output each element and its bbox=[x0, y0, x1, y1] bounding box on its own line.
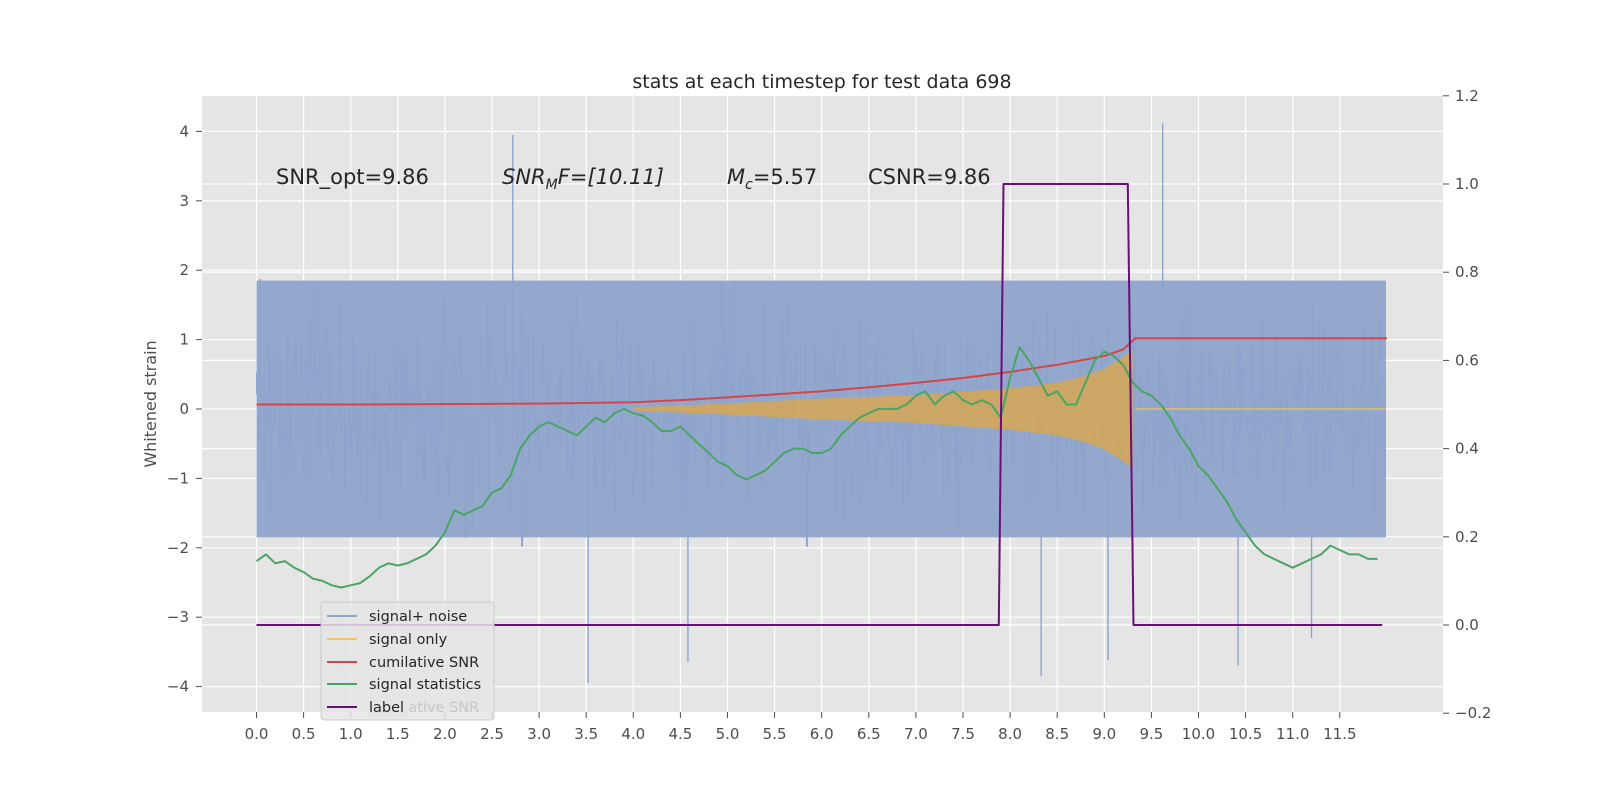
x-tick-label: 11.5 bbox=[1323, 725, 1356, 743]
label-line bbox=[256, 183, 1383, 626]
y2-tick-label: 1.2 bbox=[1455, 87, 1479, 105]
x-tick-label: 1.5 bbox=[386, 725, 410, 743]
x-tick-label: 3.5 bbox=[574, 725, 598, 743]
x-tick-label: 7.5 bbox=[951, 725, 975, 743]
x-tick-label: 6.5 bbox=[857, 725, 881, 743]
x-tick-label: 4.5 bbox=[668, 725, 692, 743]
legend: signal+ noise signal only cumilative SNR… bbox=[320, 601, 495, 721]
signal-statistics-line bbox=[255, 346, 1378, 589]
x-tick-label: 0.0 bbox=[245, 725, 269, 743]
y-tick-label: 1 bbox=[179, 331, 189, 349]
y-tick-label: 0 bbox=[179, 400, 189, 418]
x-tick-label: 4.0 bbox=[621, 725, 645, 743]
y-tick-label: 4 bbox=[179, 122, 189, 140]
annotation-csnr: CSNR=9.86 bbox=[868, 165, 991, 189]
legend-label-cumulative-snr: cumilative SNR bbox=[369, 655, 479, 671]
annotation-mc-subscript: c bbox=[745, 177, 753, 193]
legend-label-label: label bbox=[369, 700, 404, 716]
cumulative-snr-line bbox=[256, 337, 1387, 406]
y2-tick-label: 1.0 bbox=[1455, 175, 1479, 193]
y-tick-label: −2 bbox=[167, 539, 189, 557]
legend-box bbox=[320, 601, 495, 721]
y2-tick-label: 0.4 bbox=[1455, 440, 1479, 458]
x-tick-label: 11.0 bbox=[1276, 725, 1309, 743]
y2-tick-label: 0.6 bbox=[1455, 351, 1479, 369]
x-tick-label: 7.0 bbox=[904, 725, 928, 743]
x-tick-label: 10.5 bbox=[1229, 725, 1262, 743]
y-axis-ticks: 4 3 2 1 0 −1 −2 −3 −4 bbox=[167, 122, 202, 696]
x-tick-label: 9.0 bbox=[1092, 725, 1116, 743]
x-tick-label: 2.0 bbox=[433, 725, 457, 743]
x-tick-label: 2.5 bbox=[480, 725, 504, 743]
x-tick-label: 8.5 bbox=[1045, 725, 1069, 743]
y-tick-label: 2 bbox=[179, 261, 189, 279]
x-tick-label: 10.0 bbox=[1182, 725, 1215, 743]
y-tick-label: −1 bbox=[167, 469, 189, 487]
chart-title: stats at each timestep for test data 698 bbox=[632, 71, 1011, 93]
y2-tick-label: 0.2 bbox=[1455, 528, 1479, 546]
x-tick-label: 9.5 bbox=[1139, 725, 1163, 743]
legend-label-backdrop bbox=[368, 697, 408, 717]
y-tick-label: −3 bbox=[167, 608, 189, 626]
y-tick-label: 3 bbox=[179, 192, 189, 210]
annotation-snr-opt: SNR_opt=9.86 bbox=[276, 165, 429, 190]
y2-axis-ticks: 1.2 1.0 0.8 0.6 0.4 0.2 0.0 −0.2 bbox=[1443, 87, 1491, 722]
legend-label-signal-statistics: signal statistics bbox=[369, 677, 481, 693]
annotation-chirp-mass: Mc=5.57 bbox=[727, 165, 817, 193]
x-tick-label: 5.0 bbox=[716, 725, 740, 743]
y2-tick-label: 0.8 bbox=[1455, 263, 1479, 281]
y-tick-label: −4 bbox=[167, 678, 189, 696]
line-series bbox=[255, 183, 1387, 626]
annotation-snr-mf: SNRMF=[10.11] bbox=[502, 165, 664, 193]
x-tick-label: 0.5 bbox=[292, 725, 316, 743]
x-axis-ticks: 0.0 0.5 1.0 1.5 2.0 2.5 3.0 3.5 4.0 4.5 5.0 5.5 6.0 6… bbox=[245, 712, 1357, 743]
legend-label-signal-only: signal only bbox=[369, 632, 448, 648]
x-tick-label: 3.0 bbox=[527, 725, 551, 743]
annotation-snr-mf-subscript: M bbox=[546, 177, 558, 193]
x-tick-label: 1.0 bbox=[339, 725, 363, 743]
x-tick-label: 6.0 bbox=[810, 725, 834, 743]
y-axis-label: Whitened strain bbox=[141, 340, 160, 467]
annotation-snr-mf-value: F=[10.11] bbox=[558, 165, 664, 189]
annotation-mc-value: =5.57 bbox=[753, 165, 817, 189]
legend-label-signal-noise: signal+ noise bbox=[369, 609, 467, 625]
x-tick-label: 5.5 bbox=[763, 725, 787, 743]
annotation-snr-mf-symbol: SNR bbox=[502, 165, 546, 189]
y2-tick-label: −0.2 bbox=[1455, 704, 1491, 722]
y2-tick-label: 0.0 bbox=[1455, 616, 1479, 634]
x-tick-label: 8.0 bbox=[998, 725, 1022, 743]
annotation-mc-symbol: M bbox=[727, 165, 745, 189]
